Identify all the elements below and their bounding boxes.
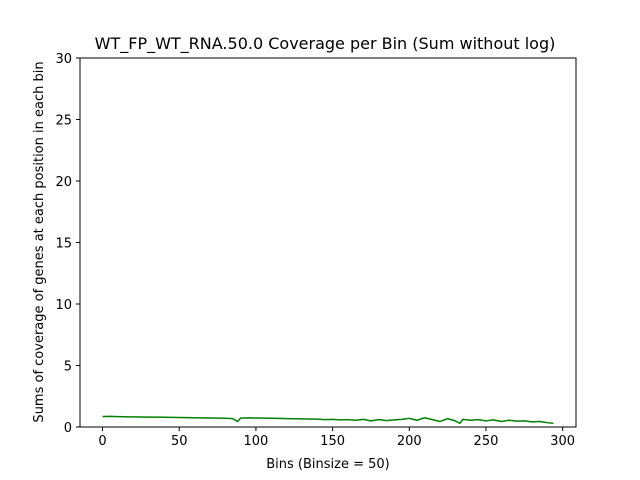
- x-axis-ticks: 0 50 100 150 200 250 300: [98, 427, 575, 449]
- y-tick-label: 10: [55, 298, 72, 313]
- x-tick-label: 200: [397, 434, 422, 449]
- y-tick-label: 30: [55, 52, 72, 67]
- y-tick-label: 0: [64, 421, 72, 436]
- x-tick-label: 0: [98, 434, 106, 449]
- x-tick-label: 250: [474, 434, 499, 449]
- chart-title: WT_FP_WT_RNA.50.0 Coverage per Bin (Sum …: [95, 34, 556, 54]
- y-tick-label: 15: [55, 237, 72, 252]
- y-axis-label: Sums of coverage of genes at each positi…: [32, 61, 47, 422]
- x-tick-label: 300: [550, 434, 575, 449]
- plot-area: [80, 58, 576, 427]
- x-tick-label: 50: [171, 434, 188, 449]
- series-layer: [102, 415, 554, 425]
- x-axis-label: Bins (Binsize = 50): [266, 457, 390, 472]
- y-tick-label: 5: [64, 360, 72, 375]
- y-tick-label: 25: [55, 114, 72, 129]
- plot-frame: [79, 57, 577, 428]
- series-line-0: [102, 415, 554, 425]
- x-tick-label: 100: [244, 434, 269, 449]
- x-tick-label: 150: [320, 434, 345, 449]
- y-tick-label: 20: [55, 175, 72, 190]
- y-axis-ticks: 0 5 10 15 20 25 30: [55, 52, 80, 436]
